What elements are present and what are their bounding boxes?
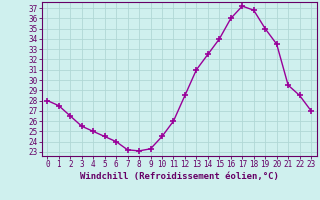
X-axis label: Windchill (Refroidissement éolien,°C): Windchill (Refroidissement éolien,°C) — [80, 172, 279, 181]
